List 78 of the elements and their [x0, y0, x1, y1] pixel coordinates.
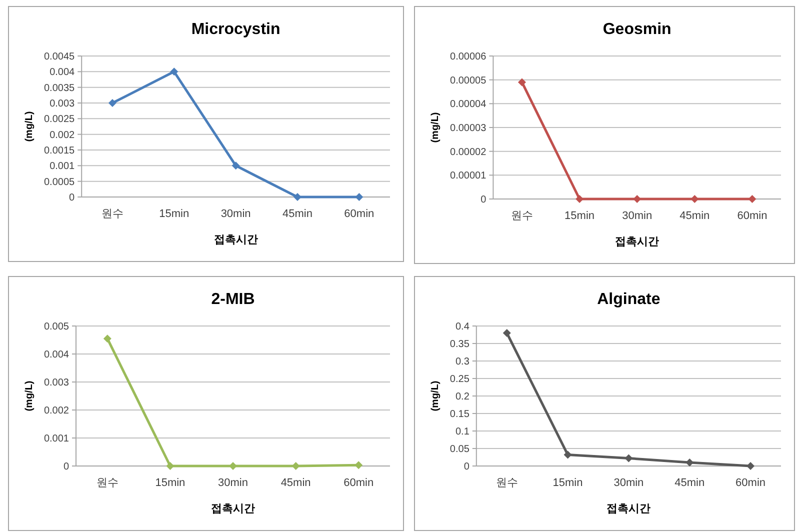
y-tick-label: 0.05	[450, 444, 470, 455]
y-tick-label: 0.35	[450, 339, 470, 350]
y-tick-label: 0.1	[455, 426, 470, 438]
x-tick-label: 60min	[344, 208, 374, 220]
y-tick-label: 0.00003	[450, 123, 487, 134]
y-tick-label: 0.25	[450, 374, 470, 385]
y-tick-label: 0.3	[455, 356, 470, 368]
y-tick-label: 0.003	[50, 98, 76, 110]
y-tick-label: 0.00006	[450, 52, 487, 62]
y-tick-label: 0.00004	[450, 99, 487, 110]
y-tick-label: 0	[480, 194, 487, 206]
x-tick-label: 60min	[737, 210, 768, 222]
x-tick-label: 30min	[614, 477, 644, 489]
point	[103, 334, 112, 343]
point	[232, 162, 240, 170]
x-tick-label: 원수	[510, 210, 533, 222]
y-axis-title: (mg/L)	[24, 380, 35, 412]
point	[108, 99, 116, 107]
y-tick-label: 0	[63, 462, 70, 472]
y-tick-label: 0.005	[44, 322, 70, 332]
x-tick-label: 60min	[344, 477, 374, 489]
y-tick-label: 0.0015	[44, 146, 76, 156]
point	[746, 462, 755, 470]
y-tick-label: 0.0035	[44, 82, 76, 94]
y-tick-label: 0.0045	[44, 52, 76, 62]
y-tick-label: 0.0005	[44, 176, 76, 188]
y-tick-label: 0.002	[50, 130, 76, 141]
y-axis-title: (mg/L)	[24, 111, 35, 142]
y-tick-label: 0	[69, 192, 76, 204]
x-axis-title: 접촉시간	[615, 236, 660, 248]
y-tick-label: 0.001	[44, 434, 70, 444]
y-axis-title: (mg/L)	[430, 380, 441, 412]
x-tick-label: 30min	[220, 208, 251, 220]
y-tick-label: 0.00001	[450, 170, 487, 182]
point	[502, 329, 511, 337]
x-tick-label: 60min	[736, 477, 766, 489]
chart-title: Geosmin	[602, 21, 672, 38]
point	[292, 462, 300, 470]
x-tick-label: 원수	[101, 208, 124, 220]
y-axis-title: (mg/L)	[430, 112, 441, 143]
y-tick-label: 0.4	[455, 322, 470, 332]
y-tick-label: 0.00002	[450, 146, 487, 158]
point	[355, 193, 364, 201]
chart-title: Microcystin	[191, 21, 280, 38]
y-tick-label: 0.00005	[450, 75, 487, 86]
x-tick-label: 45min	[680, 210, 710, 222]
point	[166, 462, 174, 470]
x-tick-label: 45min	[280, 477, 311, 489]
x-tick-label: 45min	[674, 477, 705, 489]
x-tick-label: 원수	[96, 477, 118, 489]
y-tick-label: 0.15	[450, 409, 470, 420]
y-tick-label: 0	[464, 462, 470, 472]
x-tick-label: 15min	[159, 208, 190, 220]
y-tick-label: 0.003	[44, 378, 70, 388]
point	[354, 461, 363, 470]
x-tick-label: 15min	[564, 210, 595, 222]
x-tick-label: 30min	[622, 210, 652, 222]
x-tick-label: 원수	[496, 477, 518, 489]
point	[564, 450, 572, 459]
y-tick-label: 0.2	[455, 392, 470, 402]
x-tick-label: 15min	[155, 477, 186, 489]
point	[170, 68, 178, 76]
y-tick-label: 0.0025	[44, 114, 76, 126]
y-tick-label: 0.004	[44, 350, 70, 360]
x-axis-title: 접촉시간	[211, 503, 255, 515]
x-tick-label: 30min	[218, 477, 248, 489]
y-tick-label: 0.004	[50, 67, 76, 78]
point	[624, 454, 633, 462]
x-axis-title: 접촉시간	[606, 503, 651, 515]
point	[229, 462, 237, 470]
x-tick-label: 15min	[552, 477, 583, 489]
chart-title: 2-MIB	[211, 291, 255, 308]
x-axis-title: 접촉시간	[214, 234, 258, 246]
y-tick-label: 0.002	[44, 406, 70, 416]
y-tick-label: 0.001	[50, 161, 76, 172]
point	[293, 193, 302, 201]
x-tick-label: 45min	[282, 208, 312, 220]
chart-title: Alginate	[597, 291, 660, 308]
